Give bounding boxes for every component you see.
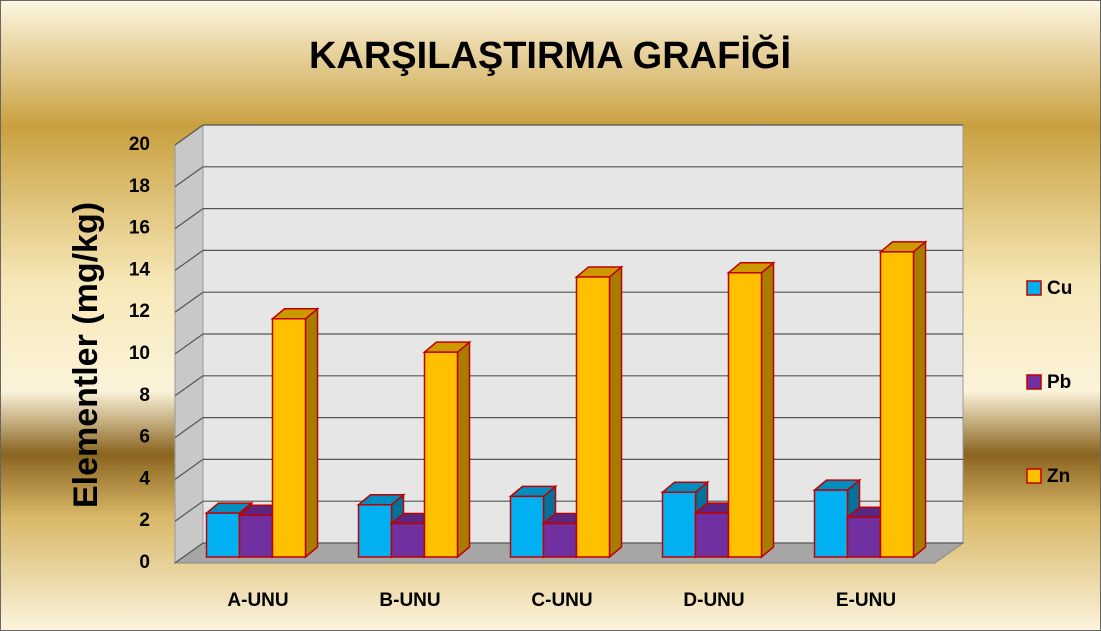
legend-label: Pb	[1047, 372, 1071, 393]
bar	[846, 516, 882, 558]
bar	[238, 514, 274, 558]
legend-swatch	[1026, 468, 1042, 484]
legend-label: Zn	[1047, 466, 1070, 487]
chart-title: KARŞILAŞTIRMA GRAFİĞİ	[309, 33, 791, 77]
grid-line-side	[174, 458, 204, 480]
legend-label: Cu	[1047, 278, 1072, 299]
y-axis-label: Elementler (mg/kg)	[67, 202, 105, 508]
bar	[879, 251, 915, 558]
bar-side	[760, 261, 775, 559]
y-tick-label: 6	[139, 427, 150, 448]
bar	[390, 522, 426, 558]
bar-side	[304, 307, 319, 559]
y-tick-label: 14	[129, 259, 151, 280]
y-tick-label: 16	[129, 218, 150, 239]
grid-line-side	[174, 500, 204, 522]
grid-line-side	[174, 333, 204, 355]
bar	[271, 317, 307, 558]
bar	[423, 351, 459, 558]
x-tick-label: B-UNU	[379, 590, 440, 611]
y-tick-label: 12	[129, 301, 150, 322]
grid-line-side	[174, 291, 204, 313]
bar-side	[608, 265, 623, 559]
bar	[575, 276, 611, 558]
bar	[813, 489, 849, 558]
grid-line-side	[174, 249, 204, 271]
grid-line-side	[174, 417, 204, 439]
bar	[509, 495, 545, 558]
bar	[661, 491, 697, 558]
bar	[205, 512, 241, 558]
y-tick-label: 8	[139, 385, 150, 406]
legend-swatch	[1026, 280, 1042, 296]
bar-side	[912, 240, 927, 559]
x-tick-label: D-UNU	[683, 590, 744, 611]
y-tick-label: 18	[129, 176, 150, 197]
bar	[694, 512, 730, 558]
legend-swatch	[1026, 374, 1042, 390]
y-tick-label: 4	[139, 468, 150, 489]
y-tick-label: 2	[139, 510, 150, 531]
grid-line-side	[174, 375, 204, 397]
y-tick-label: 20	[129, 134, 150, 155]
x-tick-label: E-UNU	[836, 590, 896, 611]
y-tick-label: 0	[139, 552, 150, 573]
x-tick-label: C-UNU	[531, 590, 592, 611]
grid-line-side	[174, 208, 204, 230]
bar	[542, 522, 578, 558]
bar	[727, 272, 763, 558]
x-tick-label: A-UNU	[227, 590, 288, 611]
grid-line-side	[174, 124, 204, 146]
grid-line-side	[174, 542, 204, 564]
bar-side	[456, 340, 471, 559]
bar	[357, 504, 393, 558]
grid-line-side	[174, 166, 204, 188]
y-tick-label: 10	[129, 343, 150, 364]
